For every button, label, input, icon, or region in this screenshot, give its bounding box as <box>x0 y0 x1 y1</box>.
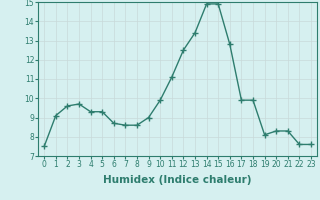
X-axis label: Humidex (Indice chaleur): Humidex (Indice chaleur) <box>103 175 252 185</box>
